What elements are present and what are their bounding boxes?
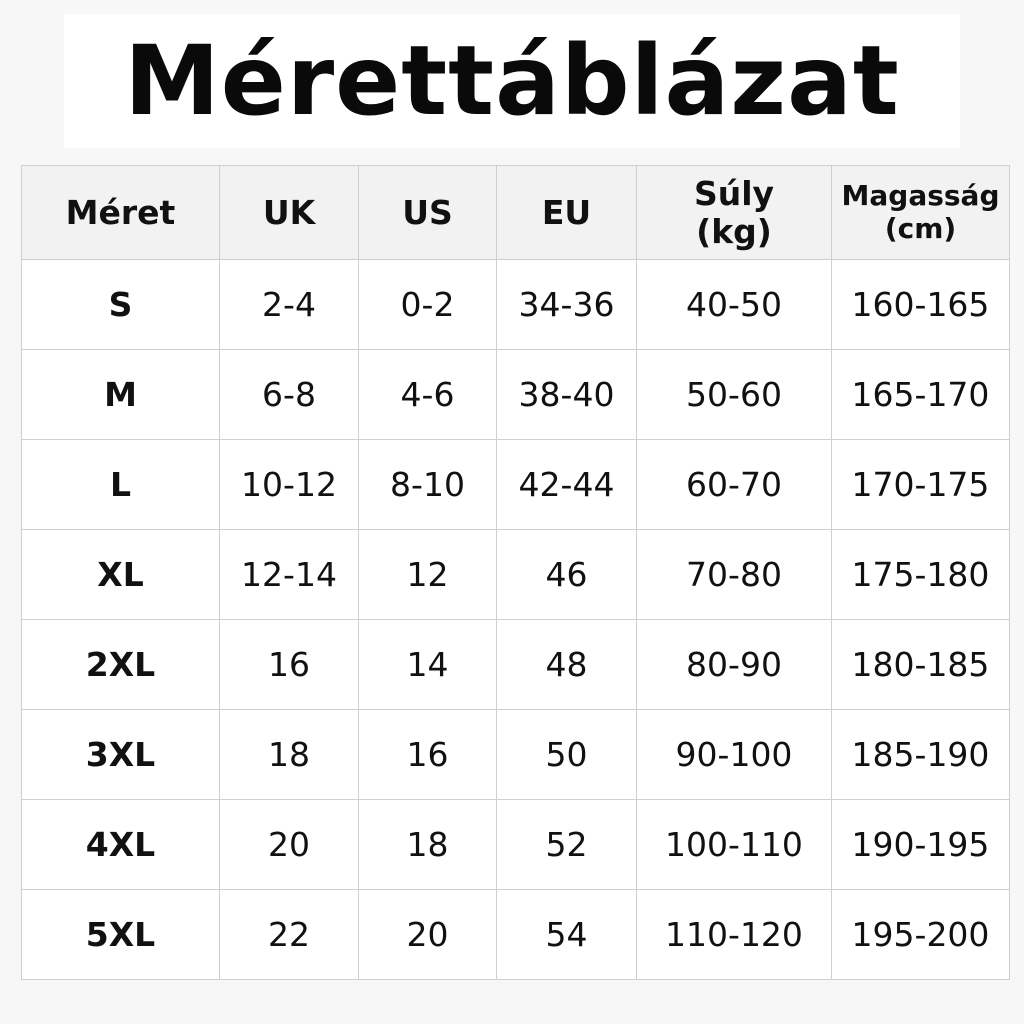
table-cell: 48 [496, 619, 637, 710]
table-cell: 22 [219, 889, 359, 980]
size-label: M [21, 349, 220, 440]
table-cell: 54 [496, 889, 637, 980]
table-row: L 10-12 8-10 42-44 60-70 170-175 [21, 439, 1010, 530]
table-cell: 12 [358, 529, 497, 620]
table-cell: 185-190 [831, 709, 1010, 800]
size-label: XL [21, 529, 220, 620]
table-cell: 100-110 [636, 799, 832, 890]
size-label: L [21, 439, 220, 530]
size-label: S [21, 259, 220, 350]
column-header: Méret [21, 165, 220, 260]
table-cell: 180-185 [831, 619, 1010, 710]
table-row: 4XL 20 18 52 100-110 190-195 [21, 799, 1010, 890]
table-cell: 16 [358, 709, 497, 800]
table-cell: 50-60 [636, 349, 832, 440]
table-cell: 42-44 [496, 439, 637, 530]
table-cell: 10-12 [219, 439, 359, 530]
table-row: 2XL 16 14 48 80-90 180-185 [21, 619, 1010, 710]
page-title: Mérettáblázat [124, 25, 900, 137]
table-cell: 14 [358, 619, 497, 710]
table-cell: 8-10 [358, 439, 497, 530]
table-cell: 170-175 [831, 439, 1010, 530]
table-cell: 60-70 [636, 439, 832, 530]
size-label: 4XL [21, 799, 220, 890]
table-cell: 46 [496, 529, 637, 620]
header-label: Súly [693, 173, 775, 213]
header-row: Méret UK US EU Súly (kg) Magasság (cm) [21, 165, 1010, 260]
table-cell: 38-40 [496, 349, 637, 440]
table-cell: 0-2 [358, 259, 497, 350]
header-unit: (cm) [884, 211, 957, 245]
table-cell: 50 [496, 709, 637, 800]
table-cell: 110-120 [636, 889, 832, 980]
table-cell: 4-6 [358, 349, 497, 440]
table-cell: 34-36 [496, 259, 637, 350]
column-header: US [358, 165, 497, 260]
table-row: S 2-4 0-2 34-36 40-50 160-165 [21, 259, 1010, 350]
size-label: 2XL [21, 619, 220, 710]
table-cell: 6-8 [219, 349, 359, 440]
table-row: 5XL 22 20 54 110-120 195-200 [21, 889, 1010, 980]
table-cell: 20 [219, 799, 359, 890]
table-cell: 175-180 [831, 529, 1010, 620]
header-label: UK [262, 192, 316, 232]
table-cell: 52 [496, 799, 637, 890]
table-cell: 20 [358, 889, 497, 980]
size-label: 5XL [21, 889, 220, 980]
table-cell: 160-165 [831, 259, 1010, 350]
column-header: UK [219, 165, 359, 260]
column-header: EU [496, 165, 637, 260]
header-label: Méret [65, 192, 176, 232]
header-label: US [402, 192, 453, 232]
table-cell: 70-80 [636, 529, 832, 620]
table-row: 3XL 18 16 50 90-100 185-190 [21, 709, 1010, 800]
table-cell: 190-195 [831, 799, 1010, 890]
table-row: XL 12-14 12 46 70-80 175-180 [21, 529, 1010, 620]
size-chart-table: Méret UK US EU Súly (kg) Magasság (cm) S 2-4 0-2 3… [21, 165, 1010, 980]
column-header: Súly (kg) [636, 165, 832, 260]
table-cell: 80-90 [636, 619, 832, 710]
header-label: EU [541, 192, 592, 232]
table-cell: 12-14 [219, 529, 359, 620]
header-unit: (kg) [696, 211, 772, 251]
table-cell: 16 [219, 619, 359, 710]
table-cell: 165-170 [831, 349, 1010, 440]
size-label: 3XL [21, 709, 220, 800]
table-row: M 6-8 4-6 38-40 50-60 165-170 [21, 349, 1010, 440]
table-cell: 2-4 [219, 259, 359, 350]
table-cell: 195-200 [831, 889, 1010, 980]
table-cell: 18 [219, 709, 359, 800]
table-cell: 90-100 [636, 709, 832, 800]
table-cell: 18 [358, 799, 497, 890]
title-banner: Mérettáblázat [64, 14, 960, 148]
header-label: Magasság [841, 179, 1000, 213]
table-cell: 40-50 [636, 259, 832, 350]
column-header: Magasság (cm) [831, 165, 1010, 260]
